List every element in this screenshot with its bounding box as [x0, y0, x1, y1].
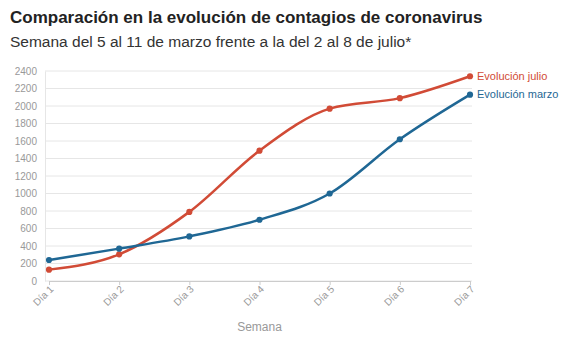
x-tick-mark: [49, 281, 50, 285]
y-tick: 200: [20, 258, 45, 269]
series-label: Evolución julio: [477, 70, 547, 82]
x-tick-label: Día 6: [382, 283, 407, 308]
title: Comparación en la evolución de contagios…: [10, 8, 482, 27]
y-tick: 1200: [15, 171, 45, 182]
grid-line: [45, 141, 472, 142]
y-tick-label: 1800: [15, 118, 38, 129]
y-tick: 2000: [15, 101, 45, 112]
x-tick-mark: [400, 281, 401, 285]
y-tick-label: 200: [20, 258, 37, 269]
y-tick-label: 1200: [15, 171, 38, 182]
series-marker: [467, 92, 473, 98]
x-axis: Día 1 Día 2 Día 3 Día 4 Día 5 Día 6 Día 7: [31, 281, 477, 308]
y-tick: 600: [20, 223, 45, 234]
x-tick-mark: [189, 281, 190, 285]
series-marker: [46, 257, 52, 263]
x-tick-label: Día 7: [452, 283, 477, 308]
x-tick: Día 4: [241, 281, 266, 308]
series-label: Evolución marzo: [477, 88, 558, 100]
x-tick-mark: [119, 281, 120, 285]
x-tick-mark: [260, 281, 261, 285]
series-marker: [256, 148, 262, 154]
x-tick: Día 3: [171, 281, 196, 308]
x-axis-line: [50, 282, 471, 286]
series-marker: [186, 233, 192, 239]
x-tick: Día 6: [382, 281, 407, 308]
x-tick: Día 1: [31, 281, 56, 308]
y-tick: 1600: [15, 136, 45, 147]
y-tick: 800: [20, 206, 45, 217]
series-marker: [467, 73, 473, 79]
chart: Comparación en la evolución de contagios…: [0, 0, 573, 349]
series-line: [49, 95, 470, 260]
y-axis-line: [45, 72, 46, 282]
y-tick-label: 2000: [15, 101, 38, 112]
x-tick-label: Día 4: [241, 283, 266, 308]
grid-line: [45, 158, 472, 159]
y-tick: 400: [20, 241, 45, 252]
grid-line: [45, 228, 472, 229]
x-tick: Día 2: [101, 281, 126, 308]
x-tick-mark: [470, 281, 471, 285]
series-line: [49, 76, 470, 269]
series-marker: [256, 217, 262, 223]
y-axis: 0 200 400 600 800 1000 1200 1400 1600 1800 2000 220…: [15, 66, 46, 287]
grid-line: [45, 106, 472, 107]
grid-line: [45, 71, 472, 72]
series-marker: [327, 190, 333, 196]
y-tick: 2400: [15, 66, 45, 77]
series-marker: [397, 136, 403, 142]
y-tick-label: 800: [20, 206, 37, 217]
series-marker: [397, 95, 403, 101]
y-tick-label: 0: [31, 276, 37, 287]
subtitle: Semana del 5 al 11 de marzo frente a la …: [10, 33, 411, 50]
y-tick: 1400: [15, 153, 45, 164]
y-tick: 0: [31, 276, 45, 287]
y-tick-label: 400: [20, 241, 37, 252]
grid-line: [45, 263, 472, 264]
y-tick-label: 1400: [15, 153, 38, 164]
series-marker: [116, 251, 122, 257]
y-tick-label: 2200: [15, 83, 38, 94]
grid-line: [45, 246, 472, 247]
grid-line: [45, 193, 472, 194]
y-tick: 2200: [15, 83, 45, 94]
y-tick-label: 1600: [15, 136, 38, 147]
x-tick: Día 5: [312, 281, 337, 308]
x-tick-label: Día 3: [171, 283, 196, 308]
y-tick-label: 1000: [15, 188, 38, 199]
x-tick-label: Día 2: [101, 283, 126, 308]
grid-line: [45, 176, 472, 177]
y-tick: 1000: [15, 188, 45, 199]
grid-line: [45, 123, 472, 124]
x-axis-title: Semana: [237, 320, 282, 334]
grid-line: [45, 88, 472, 89]
y-tick-label: 600: [20, 223, 37, 234]
x-tick: Día 7: [452, 281, 477, 308]
x-tick-label: Día 1: [31, 283, 56, 308]
series-marker: [116, 246, 122, 252]
series-marker: [327, 106, 333, 112]
series-marker: [186, 209, 192, 215]
x-tick-mark: [330, 281, 331, 285]
x-tick-label: Día 5: [312, 283, 337, 308]
y-tick: 1800: [15, 118, 45, 129]
y-tick-label: 2400: [15, 66, 38, 77]
grid-line: [45, 211, 472, 212]
plot-area: [46, 73, 473, 273]
series-marker: [46, 267, 52, 273]
grid: [45, 71, 472, 281]
